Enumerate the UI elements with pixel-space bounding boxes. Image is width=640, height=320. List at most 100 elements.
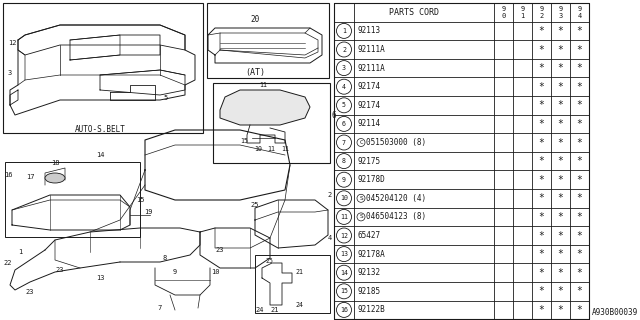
Text: *: *	[577, 286, 582, 296]
Text: *: *	[557, 26, 563, 36]
Text: *: *	[539, 175, 545, 185]
Text: *: *	[557, 138, 563, 148]
Bar	[207, 3, 329, 78]
Text: C: C	[359, 140, 363, 145]
Text: *: *	[557, 286, 563, 296]
Text: (AT): (AT)	[245, 68, 265, 77]
Text: 10: 10	[254, 146, 262, 152]
Text: *: *	[557, 156, 563, 166]
Text: 11: 11	[340, 214, 348, 220]
Text: *: *	[539, 268, 545, 278]
Text: 6: 6	[342, 121, 346, 127]
Text: *: *	[557, 305, 563, 315]
Text: *: *	[557, 44, 563, 54]
Text: 1: 1	[342, 28, 346, 34]
Text: *: *	[557, 100, 563, 110]
Text: *: *	[557, 119, 563, 129]
Text: *: *	[577, 138, 582, 148]
Text: 5: 5	[342, 102, 346, 108]
Text: *: *	[557, 82, 563, 92]
Text: 23: 23	[216, 247, 224, 253]
Text: 10: 10	[211, 269, 220, 275]
Text: 22: 22	[4, 260, 12, 266]
Text: 9
2: 9 2	[540, 6, 543, 19]
Text: 13: 13	[96, 275, 104, 281]
Bar	[334, 3, 589, 319]
Text: 92114: 92114	[357, 119, 380, 128]
Text: 4: 4	[328, 235, 332, 241]
Text: *: *	[557, 230, 563, 241]
Text: *: *	[557, 193, 563, 203]
Text: *: *	[539, 26, 545, 36]
Text: 11: 11	[259, 82, 267, 88]
Text: 24: 24	[256, 307, 264, 313]
Text: 23: 23	[26, 289, 35, 295]
Text: *: *	[539, 193, 545, 203]
Text: *: *	[577, 212, 582, 222]
Text: 17: 17	[26, 174, 35, 180]
Text: 3: 3	[8, 70, 12, 76]
Text: 16: 16	[340, 307, 348, 313]
Text: *: *	[557, 175, 563, 185]
Text: 1: 1	[18, 249, 22, 255]
Text: 15: 15	[240, 138, 248, 144]
Text: 13: 13	[340, 251, 348, 257]
Bar	[213, 83, 330, 163]
Text: *: *	[539, 249, 545, 259]
Text: *: *	[577, 193, 582, 203]
Text: 8: 8	[342, 158, 346, 164]
Text: A930B00039: A930B00039	[592, 308, 638, 317]
Text: *: *	[577, 63, 582, 73]
Text: 92113: 92113	[357, 27, 380, 36]
Text: 12: 12	[8, 40, 17, 46]
Text: S: S	[359, 214, 363, 220]
Text: 16: 16	[4, 172, 12, 178]
Text: *: *	[577, 26, 582, 36]
Text: 6: 6	[332, 110, 337, 119]
Text: *: *	[539, 286, 545, 296]
Text: *: *	[557, 63, 563, 73]
Text: *: *	[557, 212, 563, 222]
Text: *: *	[577, 100, 582, 110]
Ellipse shape	[45, 173, 65, 183]
Text: 3: 3	[342, 65, 346, 71]
Text: 92174: 92174	[357, 82, 380, 91]
Text: 7: 7	[158, 305, 162, 311]
Text: 92178D: 92178D	[357, 175, 385, 184]
Text: 9
0: 9 0	[501, 6, 506, 19]
Text: 9
1: 9 1	[520, 6, 525, 19]
Text: *: *	[577, 230, 582, 241]
Text: 4: 4	[342, 84, 346, 90]
Text: *: *	[539, 230, 545, 241]
Text: 10: 10	[340, 195, 348, 201]
Text: 19: 19	[144, 209, 152, 215]
Text: *: *	[539, 305, 545, 315]
Text: 15: 15	[136, 197, 144, 203]
Text: 5: 5	[163, 95, 167, 101]
Text: 21: 21	[271, 307, 279, 313]
Text: 9: 9	[342, 177, 346, 183]
Text: 14: 14	[340, 270, 348, 276]
Text: 11: 11	[267, 146, 275, 152]
Text: *: *	[577, 249, 582, 259]
Text: *: *	[557, 249, 563, 259]
Text: *: *	[539, 119, 545, 129]
Text: *: *	[577, 44, 582, 54]
Text: *: *	[577, 268, 582, 278]
Text: 9
3: 9 3	[558, 6, 563, 19]
Text: 21: 21	[295, 269, 303, 275]
Text: 9
4: 9 4	[577, 6, 582, 19]
Text: 92132: 92132	[357, 268, 380, 277]
Text: 92111A: 92111A	[357, 45, 385, 54]
Text: 045204120 (4): 045204120 (4)	[366, 194, 426, 203]
Text: 051503000 (8): 051503000 (8)	[366, 138, 426, 147]
Text: 92174: 92174	[357, 101, 380, 110]
Text: 7: 7	[342, 140, 346, 146]
Text: 24: 24	[295, 302, 303, 308]
Text: 92122B: 92122B	[357, 305, 385, 315]
Text: 92178A: 92178A	[357, 250, 385, 259]
Text: *: *	[539, 63, 545, 73]
Text: 25: 25	[251, 202, 259, 208]
Text: *: *	[577, 119, 582, 129]
Text: *: *	[557, 268, 563, 278]
